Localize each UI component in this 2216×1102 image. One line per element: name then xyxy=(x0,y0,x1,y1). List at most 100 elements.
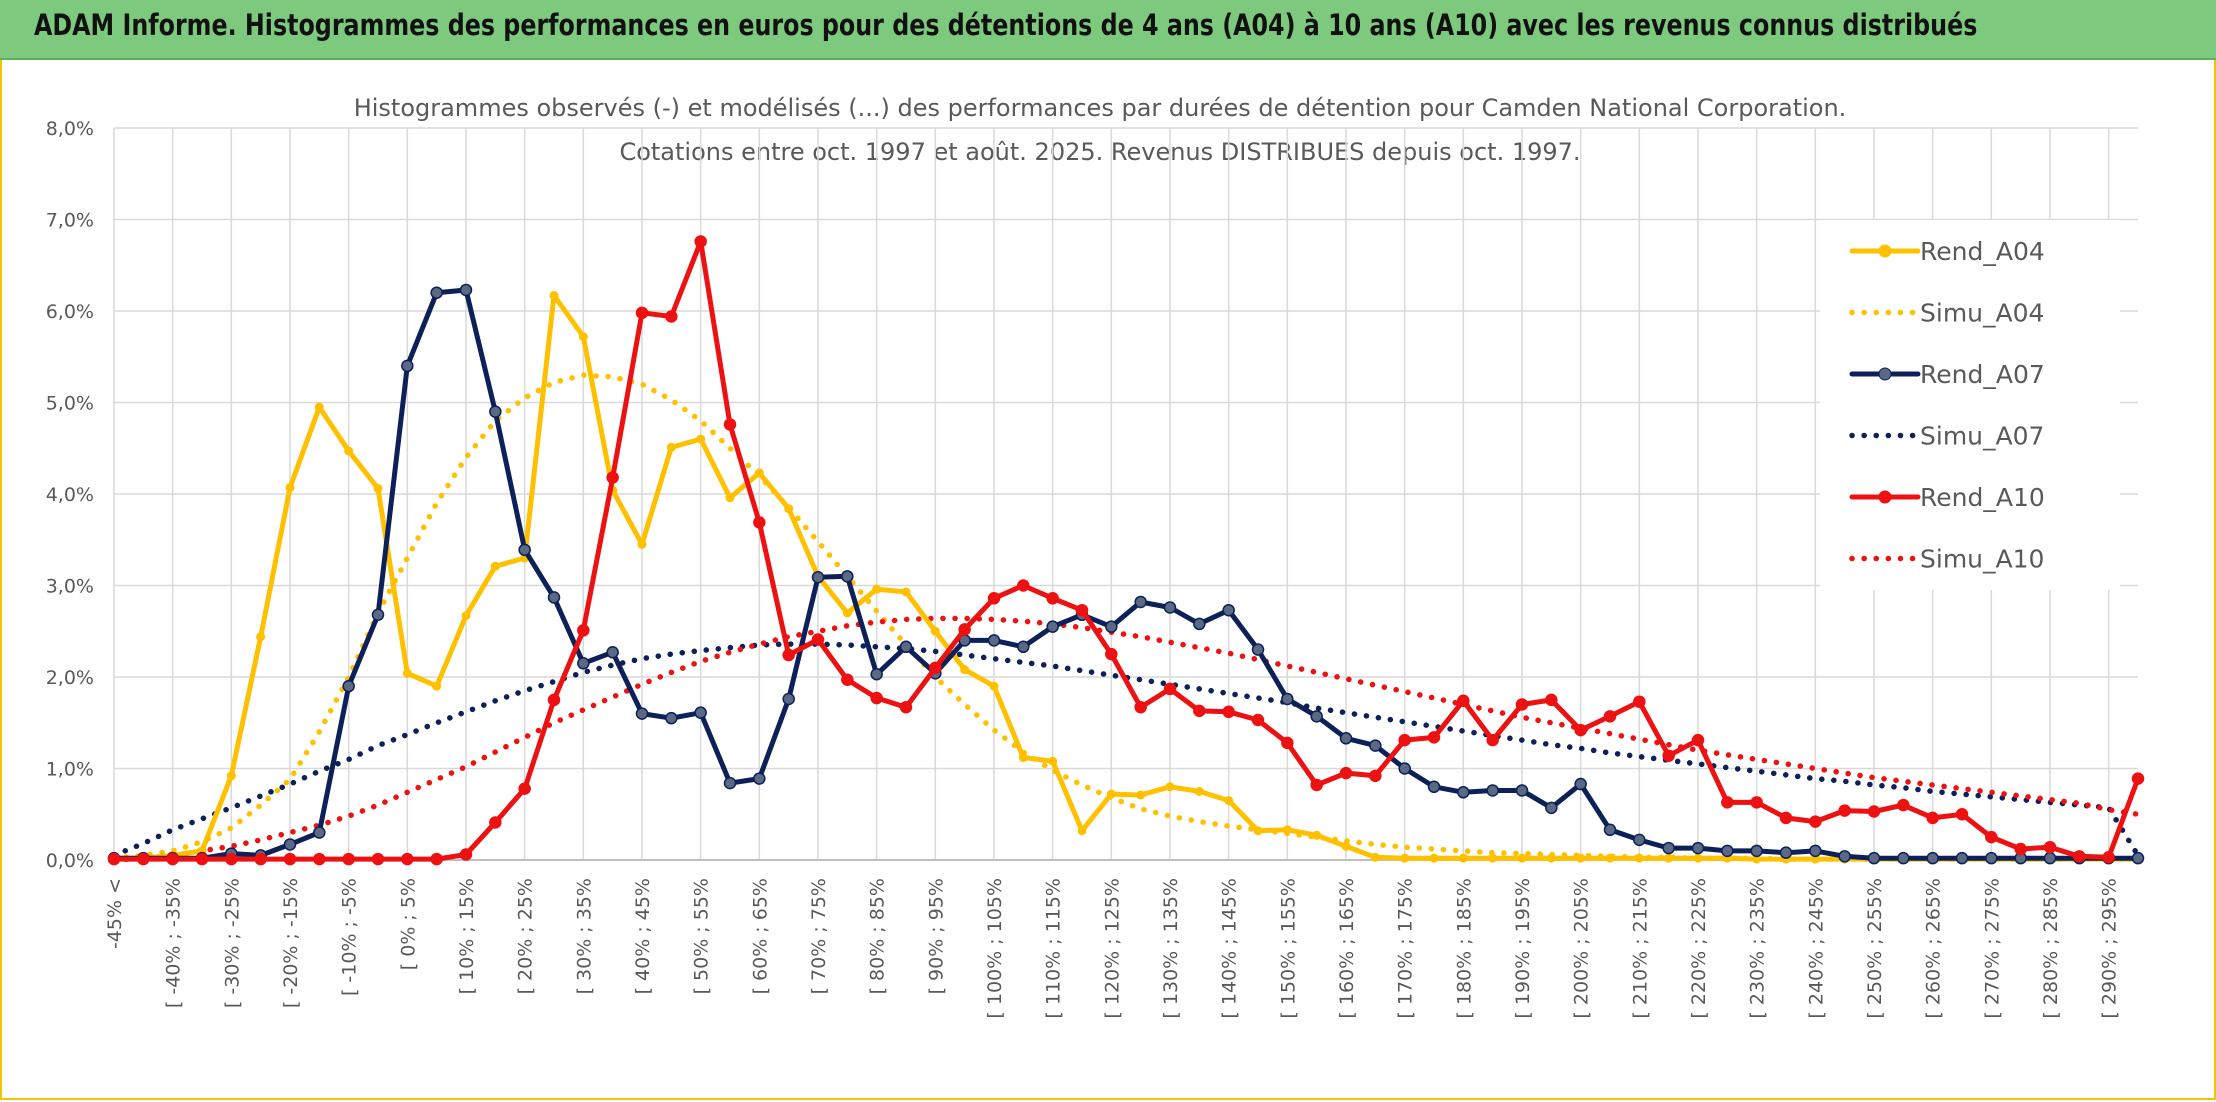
data-point xyxy=(342,852,355,866)
data-point xyxy=(518,782,531,795)
data-point xyxy=(987,592,1001,605)
data-point xyxy=(1077,826,1087,836)
x-tick-label: [ 10% ; 15% xyxy=(456,878,478,994)
data-point xyxy=(841,570,854,583)
data-point xyxy=(841,673,854,686)
data-point xyxy=(577,624,590,637)
series-layer xyxy=(107,235,2145,866)
data-point xyxy=(430,852,443,866)
legend-label-simu-a07: Simu_A07 xyxy=(1920,422,2044,451)
data-point xyxy=(870,691,883,705)
data-point xyxy=(1838,804,1851,817)
x-tick-label: [ 110% ; 115% xyxy=(1043,878,1065,1019)
data-point xyxy=(1662,749,1675,762)
data-point xyxy=(1809,844,1822,858)
data-point xyxy=(1222,603,1235,617)
data-point xyxy=(1106,789,1116,799)
data-point xyxy=(2043,840,2057,854)
x-tick-label: [ -20% ; -15% xyxy=(280,878,302,1008)
data-point xyxy=(1136,790,1146,800)
data-point xyxy=(432,681,442,691)
legend-marker xyxy=(1878,367,1892,381)
data-point xyxy=(1193,617,1206,631)
data-point xyxy=(1750,796,1763,809)
data-point xyxy=(989,681,999,691)
data-point xyxy=(1253,826,1263,836)
x-axis: -45% < [ -40% ; -35% [ -30% ; -25% [ -20% ;… xyxy=(104,878,2121,1019)
data-point xyxy=(344,446,354,456)
data-point xyxy=(635,707,649,720)
data-point xyxy=(401,852,414,866)
data-point xyxy=(606,646,619,659)
data-point xyxy=(1486,784,1499,797)
data-point xyxy=(1515,784,1529,797)
x-tick-label: [ 70% ; 75% xyxy=(808,878,830,994)
data-point xyxy=(1075,603,1089,617)
data-point xyxy=(1427,780,1441,794)
legend-label-simu-a04: Simu_A04 xyxy=(1920,299,2044,328)
x-tick-label: [ 140% ; 145% xyxy=(1219,878,1241,1019)
data-point xyxy=(1017,640,1030,654)
data-point xyxy=(371,852,385,866)
data-point xyxy=(1046,620,1059,633)
data-point xyxy=(1867,851,1881,865)
x-tick-label: [ 210% ; 215% xyxy=(1629,878,1651,1019)
data-point xyxy=(958,623,971,636)
data-point xyxy=(371,608,385,622)
data-point xyxy=(1310,778,1323,792)
data-point xyxy=(2102,851,2115,864)
data-point xyxy=(489,405,502,418)
data-point xyxy=(1750,844,1763,858)
x-tick-label: [ 50% ; 55% xyxy=(691,878,713,994)
data-point xyxy=(1398,733,1411,747)
data-point xyxy=(930,626,940,636)
data-point xyxy=(1488,853,1498,863)
data-point xyxy=(1693,853,1703,863)
report-title: ADAM Informe. Histogrammes des performan… xyxy=(34,8,1978,42)
data-point xyxy=(1193,704,1206,718)
data-point xyxy=(1194,786,1204,796)
x-tick-label: [ 30% ; 35% xyxy=(573,878,595,994)
data-point xyxy=(1017,579,1030,592)
data-point xyxy=(811,633,825,646)
x-tick-label: [ 160% ; 165% xyxy=(1336,878,1358,1019)
x-tick-label: [ 260% ; 265% xyxy=(1923,878,1945,1019)
x-tick-label: [ 200% ; 205% xyxy=(1571,878,1593,1019)
data-point xyxy=(373,484,383,494)
data-point xyxy=(2131,851,2145,865)
data-point xyxy=(1691,841,1705,855)
data-point xyxy=(1312,830,1322,840)
x-tick-label: [ 90% ; 95% xyxy=(925,878,947,994)
data-point xyxy=(784,504,794,514)
data-point xyxy=(929,661,942,675)
data-point xyxy=(1105,647,1118,661)
data-point xyxy=(665,711,678,725)
x-tick-label: [ 100% ; 105% xyxy=(984,878,1006,1019)
data-point xyxy=(1897,798,1910,812)
data-point xyxy=(1926,811,1939,825)
data-point xyxy=(518,543,531,557)
data-point xyxy=(1691,733,1705,747)
x-tick-label: [ 150% ; 155% xyxy=(1277,878,1299,1019)
data-point xyxy=(899,640,913,654)
y-tick-label: 2,0% xyxy=(46,667,94,689)
data-point xyxy=(256,632,266,642)
data-point xyxy=(1576,853,1586,863)
data-point xyxy=(1163,682,1177,696)
data-point xyxy=(402,668,412,678)
data-point xyxy=(723,776,737,790)
data-point xyxy=(401,359,414,373)
x-tick-label: [ 270% ; 275% xyxy=(1981,878,2003,1019)
data-point xyxy=(1985,851,1998,865)
legend-box xyxy=(1820,220,2120,590)
data-point xyxy=(1955,851,1969,865)
data-point xyxy=(459,848,473,861)
data-point xyxy=(577,657,590,670)
data-point xyxy=(547,693,561,707)
x-tick-label: [ 230% ; 235% xyxy=(1747,878,1769,1019)
y-tick-label: 7,0% xyxy=(46,210,94,232)
data-point xyxy=(635,306,649,320)
data-point xyxy=(2014,842,2027,856)
series-line-simu-a10 xyxy=(111,615,2141,863)
y-tick-label: 4,0% xyxy=(46,484,94,506)
